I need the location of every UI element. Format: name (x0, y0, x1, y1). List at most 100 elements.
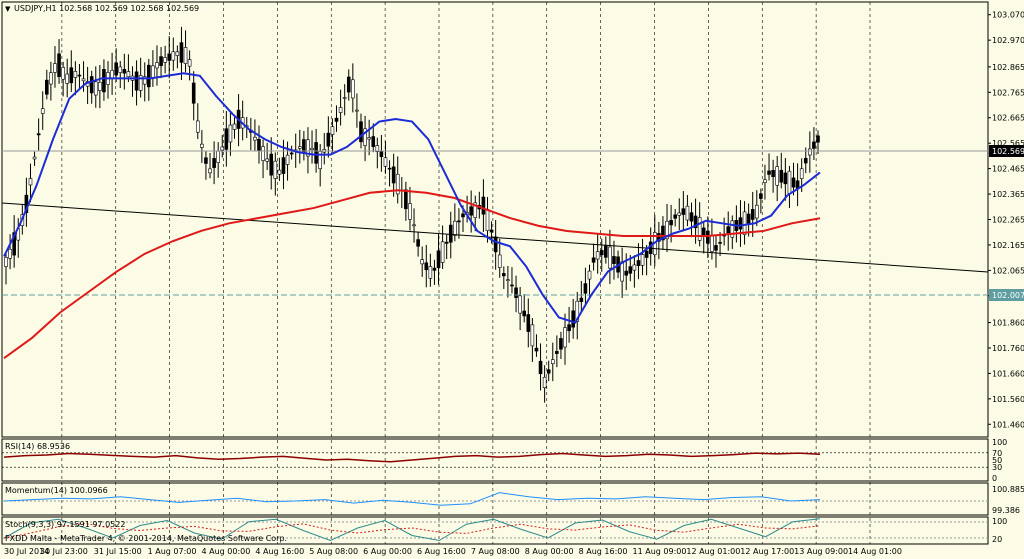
candle-body (408, 203, 412, 220)
candle-body (383, 157, 388, 167)
candle-body (151, 65, 155, 78)
price-tick-label: 102.865 (992, 63, 1024, 72)
candle-body (510, 284, 514, 287)
candle-body (310, 147, 314, 151)
candle-body (595, 251, 600, 260)
price-tick-label: 101.760 (992, 344, 1024, 353)
price-tick-label: 102.565 (992, 139, 1024, 148)
price-tick-label: 101.860 (992, 319, 1024, 328)
time-tick-label: 6 Aug 00:00 (363, 547, 412, 556)
candle-body (808, 148, 812, 156)
candle-body (289, 152, 294, 155)
trend-line[interactable] (1, 202, 989, 273)
candle-body (546, 369, 551, 374)
candle-body (497, 254, 502, 268)
candle-body (73, 71, 78, 78)
candle-body (93, 81, 98, 96)
level-price-tag-text: 102.007 (992, 291, 1024, 300)
price-tick-label: 101.460 (992, 420, 1024, 429)
time-tick-label: 6 Aug 16:00 (417, 547, 466, 556)
time-tick-label: 12 Aug 01:00 (686, 547, 740, 556)
candle-body (81, 78, 86, 82)
momentum-tick-low: 99.386 (992, 506, 1020, 515)
time-tick-label: 14 Aug 01:00 (848, 547, 902, 556)
candle-body (102, 69, 106, 93)
candle-body (534, 347, 539, 352)
candle-body (281, 157, 286, 174)
rsi-tick-label: 50 (992, 456, 1002, 465)
candle-body (661, 225, 665, 241)
candle-body (714, 245, 718, 251)
candle-body (220, 146, 225, 151)
candle-body (775, 166, 779, 186)
candle-body (355, 109, 359, 112)
rsi-tick-label: 70 (992, 449, 1002, 458)
candle-body (738, 217, 743, 230)
candle-body (371, 136, 376, 147)
candle-body (391, 166, 396, 184)
candle-body (461, 213, 465, 218)
candle-body (32, 156, 37, 160)
time-tick-label: 11 Aug 09:00 (633, 547, 687, 556)
candle-body (187, 59, 192, 67)
candle-body (200, 143, 204, 148)
candle-body (363, 128, 367, 146)
momentum-label: Momentum(14) 100.0966 (5, 486, 108, 495)
time-tick-label: 4 Aug 16:00 (255, 547, 304, 556)
dropdown-arrow-icon[interactable]: ▼ (5, 5, 11, 13)
candle-body (351, 79, 355, 99)
candle-body (669, 220, 673, 226)
candle-body (506, 279, 510, 281)
candle-body (216, 151, 220, 163)
candle-body (155, 62, 159, 69)
candle-body (367, 137, 371, 140)
price-axis: 103.070 102.970 102.865 102.765 102.665 102.5… (988, 11, 1024, 429)
candle-body (742, 211, 747, 235)
candle-body (493, 236, 498, 253)
rsi-levels (2, 452, 988, 468)
time-tick-label: 30 Jul 2014 (4, 547, 49, 556)
candles (4, 26, 820, 403)
candle-body (791, 177, 796, 188)
candle-body (98, 82, 102, 91)
candle-body (195, 120, 200, 133)
candle-body (453, 220, 457, 236)
candle-body (265, 158, 269, 162)
time-tick-label: 5 Aug 08:00 (309, 547, 358, 556)
candle-body (175, 51, 180, 56)
stoch-k-line (3, 518, 821, 542)
price-tick-label: 102.665 (992, 114, 1024, 123)
candle-body (587, 270, 592, 280)
candle-body (567, 324, 571, 332)
price-tick-label: 102.165 (992, 241, 1024, 250)
candle-body (416, 239, 420, 247)
candle-body (114, 62, 118, 76)
candle-body (473, 202, 478, 218)
candle-body (28, 178, 33, 186)
candle-body (457, 220, 461, 223)
candle-body (40, 108, 45, 114)
candle-body (514, 287, 518, 298)
candle-body (326, 132, 331, 147)
candle-body (212, 158, 216, 168)
time-tick-label: 30 Jul 23:00 (40, 547, 88, 556)
candle-body (677, 212, 682, 216)
candle-body (620, 261, 624, 282)
rsi-line (3, 452, 821, 463)
candle-body (49, 72, 53, 85)
price-tick-label: 103.070 (992, 11, 1024, 20)
candle-body (110, 70, 114, 79)
candle-body (812, 141, 816, 149)
candle-body (530, 324, 535, 347)
candle-body (628, 266, 633, 274)
candle-body (693, 215, 698, 229)
candle-body (428, 266, 433, 279)
price-tick-label: 102.265 (992, 216, 1024, 225)
candle-body (69, 67, 74, 84)
candle-body (803, 157, 808, 164)
candle-body (424, 262, 429, 271)
candle-body (163, 57, 167, 63)
